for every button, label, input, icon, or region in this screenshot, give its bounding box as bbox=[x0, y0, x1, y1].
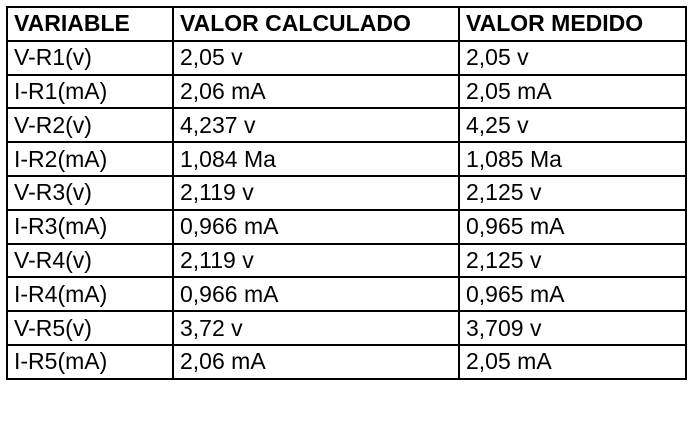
cell-valor-medido: 3,709 v bbox=[458, 310, 687, 346]
cell-valor-calculado: 4,237 v bbox=[172, 107, 460, 144]
cell-valor-calculado: 2,06 mA bbox=[172, 73, 460, 110]
table-row: V-R2(v) 4,237 v 4,25 v bbox=[6, 107, 687, 144]
cell-variable: V-R5(v) bbox=[6, 310, 174, 346]
cell-valor-calculado: 2,06 mA bbox=[172, 343, 460, 380]
table-row: I-R4(mA) 0,966 mA 0,965 mA bbox=[6, 276, 687, 313]
cell-valor-medido: 2,125 v bbox=[458, 174, 687, 211]
cell-variable: I-R5(mA) bbox=[6, 343, 174, 380]
table-row: V-R5(v) 3,72 v 3,709 v bbox=[6, 310, 687, 346]
cell-variable: I-R2(mA) bbox=[6, 141, 174, 177]
data-table-container: VARIABLE VALOR CALCULADO VALOR MEDIDO V-… bbox=[6, 6, 687, 380]
cell-variable: V-R3(v) bbox=[6, 174, 174, 211]
cell-valor-medido: 2,05 mA bbox=[458, 73, 687, 110]
cell-valor-medido: 2,05 mA bbox=[458, 343, 687, 380]
table-row: I-R2(mA) 1,084 Ma 1,085 Ma bbox=[6, 141, 687, 177]
header-variable: VARIABLE bbox=[6, 6, 174, 42]
cell-valor-medido: 4,25 v bbox=[458, 107, 687, 144]
cell-valor-medido: 0,965 mA bbox=[458, 276, 687, 313]
header-valor-medido: VALOR MEDIDO bbox=[458, 6, 687, 42]
table-row: V-R3(v) 2,119 v 2,125 v bbox=[6, 174, 687, 211]
measurements-table: VARIABLE VALOR CALCULADO VALOR MEDIDO V-… bbox=[6, 6, 687, 380]
cell-valor-calculado: 3,72 v bbox=[172, 310, 460, 346]
cell-valor-calculado: 2,05 v bbox=[172, 39, 460, 76]
cell-variable: I-R4(mA) bbox=[6, 276, 174, 313]
cell-valor-calculado: 0,966 mA bbox=[172, 208, 460, 245]
table-row: V-R1(v) 2,05 v 2,05 v bbox=[6, 39, 687, 76]
cell-variable: V-R4(v) bbox=[6, 242, 174, 279]
cell-valor-medido: 2,05 v bbox=[458, 39, 687, 76]
cell-valor-calculado: 0,966 mA bbox=[172, 276, 460, 313]
cell-valor-medido: 2,125 v bbox=[458, 242, 687, 279]
cell-valor-calculado: 2,119 v bbox=[172, 242, 460, 279]
cell-valor-medido: 0,965 mA bbox=[458, 208, 687, 245]
cell-valor-medido: 1,085 Ma bbox=[458, 141, 687, 177]
cell-variable: I-R3(mA) bbox=[6, 208, 174, 245]
cell-valor-calculado: 2,119 v bbox=[172, 174, 460, 211]
cell-variable: I-R1(mA) bbox=[6, 73, 174, 110]
cell-valor-calculado: 1,084 Ma bbox=[172, 141, 460, 177]
cell-variable: V-R1(v) bbox=[6, 39, 174, 76]
table-header-row: VARIABLE VALOR CALCULADO VALOR MEDIDO bbox=[6, 6, 687, 42]
table-row: I-R1(mA) 2,06 mA 2,05 mA bbox=[6, 73, 687, 110]
table-row: V-R4(v) 2,119 v 2,125 v bbox=[6, 242, 687, 279]
table-row: I-R3(mA) 0,966 mA 0,965 mA bbox=[6, 208, 687, 245]
cell-variable: V-R2(v) bbox=[6, 107, 174, 144]
header-valor-calculado: VALOR CALCULADO bbox=[172, 6, 460, 42]
table-row: I-R5(mA) 2,06 mA 2,05 mA bbox=[6, 343, 687, 380]
